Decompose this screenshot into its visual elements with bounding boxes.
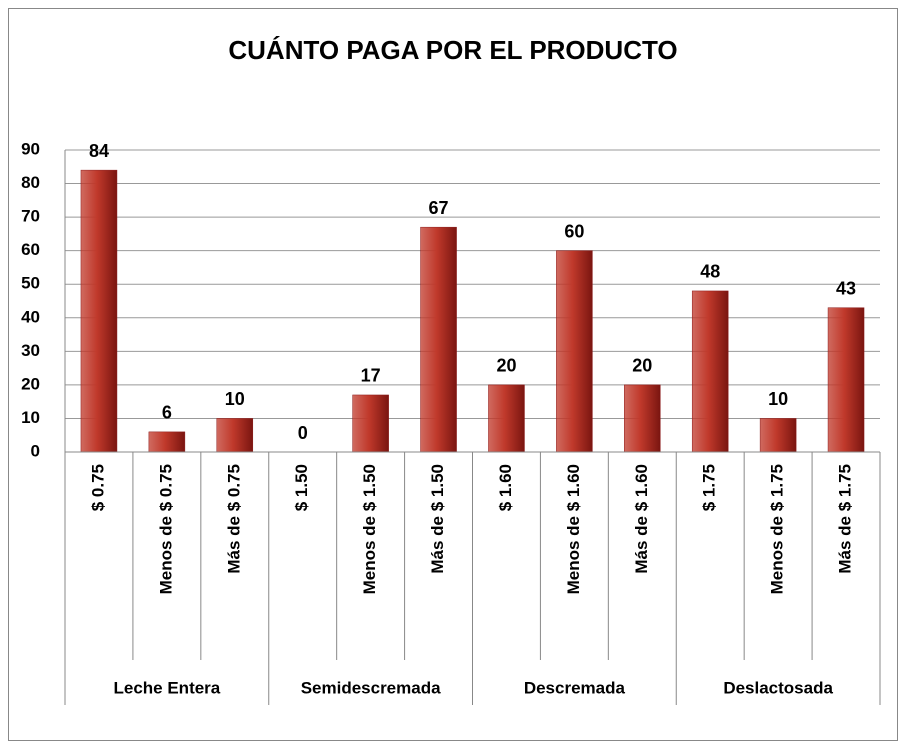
x-tick-label: Menos de $ 1.75 — [768, 464, 787, 594]
y-tick-label: 30 — [21, 341, 40, 360]
x-tick-label: Menos de $ 1.60 — [564, 464, 583, 594]
value-label: 10 — [768, 389, 788, 409]
value-label: 17 — [361, 366, 381, 386]
x-tick-label: $ 1.60 — [496, 464, 515, 511]
bar — [80, 169, 118, 453]
value-label: 67 — [429, 198, 449, 218]
bar — [216, 418, 254, 453]
y-tick-label: 0 — [31, 441, 40, 460]
value-label: 20 — [632, 356, 652, 376]
bar — [352, 394, 389, 453]
value-label: 6 — [162, 403, 172, 423]
value-label: 20 — [496, 356, 516, 376]
value-label: 60 — [564, 221, 584, 241]
bar — [759, 418, 797, 453]
y-tick-label: 50 — [21, 274, 40, 293]
y-tick-label: 60 — [21, 240, 40, 259]
bar — [691, 290, 729, 453]
bar — [624, 384, 661, 453]
value-label: 10 — [225, 389, 245, 409]
value-label: 48 — [700, 262, 720, 282]
x-tick-label: Menos de $ 0.75 — [156, 464, 175, 594]
y-tick-label: 20 — [21, 374, 40, 393]
x-tick-label: $ 1.50 — [292, 464, 311, 511]
y-tick-label: 10 — [21, 408, 40, 427]
x-tick-label: Más de $ 1.50 — [428, 464, 447, 574]
chart-title: CUÁNTO PAGA POR EL PRODUCTO — [228, 35, 677, 65]
group-label: Deslactosada — [723, 678, 833, 697]
y-tick-label: 40 — [21, 307, 40, 326]
value-label: 84 — [89, 141, 109, 161]
value-label: 43 — [836, 278, 856, 298]
x-tick-label: Más de $ 0.75 — [224, 464, 243, 574]
value-label: 0 — [298, 423, 308, 443]
bar — [148, 431, 186, 453]
group-label: Semidescremada — [301, 678, 441, 697]
y-tick-label: 80 — [21, 173, 40, 192]
x-tick-label: $ 1.75 — [700, 464, 719, 511]
x-tick-label: $ 0.75 — [88, 464, 107, 511]
x-tick-label: Más de $ 1.75 — [836, 464, 855, 574]
group-label: Leche Entera — [113, 678, 220, 697]
x-tick-label: Menos de $ 1.50 — [360, 464, 379, 594]
group-label: Descremada — [524, 678, 626, 697]
y-tick-label: 90 — [21, 139, 40, 158]
x-tick-label: Más de $ 1.60 — [632, 464, 651, 574]
y-tick-label: 70 — [21, 207, 40, 226]
bar — [488, 384, 525, 453]
bar — [827, 307, 865, 453]
bar — [420, 226, 457, 453]
bar — [556, 250, 593, 453]
